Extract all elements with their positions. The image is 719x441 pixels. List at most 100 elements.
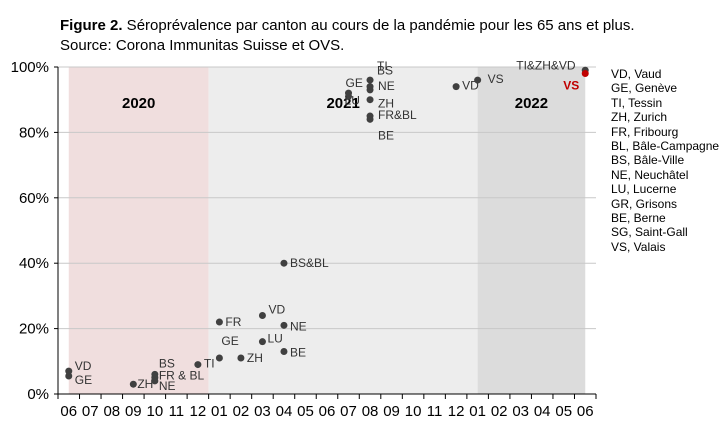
data-point xyxy=(452,83,460,91)
data-point-label: VD xyxy=(75,359,92,373)
legend-entry: TI, Tessin xyxy=(611,95,663,110)
data-point-label: VD xyxy=(268,303,285,317)
x-tick-label: 06 xyxy=(577,403,594,420)
data-point-label: GE xyxy=(221,334,238,348)
data-point-label: NE xyxy=(159,379,176,393)
x-tick-label: 08 xyxy=(362,403,379,420)
data-point-label: ZH xyxy=(247,351,263,365)
data-point-label: LU xyxy=(267,332,282,346)
x-tick-label: 06 xyxy=(60,403,77,420)
legend-entry: VS, Valais xyxy=(611,239,666,254)
data-point-label: BS xyxy=(377,64,393,78)
data-point-label: FR xyxy=(225,315,241,329)
legend-entry: ZH, Zurich xyxy=(611,110,668,125)
x-tick-label: 06 xyxy=(319,403,336,420)
data-point-label: BE xyxy=(378,128,394,142)
year-label: 2022 xyxy=(515,95,548,112)
y-tick-label: 100% xyxy=(11,59,49,76)
x-tick-label: 01 xyxy=(211,403,228,420)
x-tick-label: 11 xyxy=(427,403,443,420)
data-point-label: VS xyxy=(563,79,579,93)
data-point-label: BS&BL xyxy=(290,256,329,270)
data-point xyxy=(65,367,73,375)
year-band-2022 xyxy=(477,67,586,394)
x-tick-label: 04 xyxy=(276,403,293,420)
data-point xyxy=(258,312,266,320)
x-tick-label: 12 xyxy=(448,403,465,420)
legend-entry: VD, Vaud xyxy=(611,67,662,81)
x-tick-label: 05 xyxy=(555,403,572,420)
data-point-label: GE xyxy=(75,373,92,387)
data-point xyxy=(280,259,288,267)
data-point xyxy=(65,372,73,380)
data-point xyxy=(215,354,223,362)
y-tick-label: 40% xyxy=(19,255,49,272)
legend-entry: LU, Lucerne xyxy=(611,182,677,197)
year-label: 2021 xyxy=(326,95,359,112)
legend-entry: BL, Bâle-Campagne xyxy=(611,139,719,154)
year-band-2021 xyxy=(208,67,478,394)
data-point xyxy=(366,115,374,123)
y-tick-label: 0% xyxy=(27,386,49,403)
caption-text: Séroprévalence par canton au cours de la… xyxy=(60,17,635,54)
x-tick-label: 12 xyxy=(190,403,207,420)
x-tick-label: 01 xyxy=(469,403,486,420)
data-point-label: TI&ZH&VD xyxy=(516,58,576,72)
data-point-label: BS xyxy=(159,356,175,370)
data-point xyxy=(258,338,266,346)
year-label: 2020 xyxy=(122,95,155,112)
figure-caption: Figure 2. Séroprévalence par canton au c… xyxy=(60,16,680,56)
data-point-label: TI xyxy=(204,357,215,371)
x-tick-label: 04 xyxy=(534,403,551,420)
legend-entry: NE, Neuchâtel xyxy=(611,167,689,182)
figure-number: Figure 2. xyxy=(60,17,123,34)
data-point xyxy=(280,347,288,355)
data-point xyxy=(280,321,288,329)
data-point-label: FR&BL xyxy=(378,108,417,122)
x-tick-label: 10 xyxy=(146,403,163,420)
data-point-label: GE xyxy=(346,76,363,90)
legend-entry: FR, Fribourg xyxy=(611,124,679,139)
data-point xyxy=(194,361,202,369)
y-tick-label: 60% xyxy=(19,190,49,207)
y-tick-label: 20% xyxy=(19,321,49,338)
legend-entry: SG, Saint-Gall xyxy=(611,225,688,240)
data-point-label: ZH xyxy=(378,97,394,111)
data-point-label: BE xyxy=(290,345,306,359)
data-point xyxy=(215,318,223,326)
data-point xyxy=(366,86,374,94)
data-point-label: NE xyxy=(378,79,395,93)
data-point xyxy=(151,377,159,385)
legend-entry: BE, Berne xyxy=(611,211,666,226)
x-tick-label: 10 xyxy=(405,403,422,420)
legend-entry: GR, Grisons xyxy=(611,196,678,211)
year-band-2020 xyxy=(68,67,209,394)
data-point-label: FR & BL xyxy=(159,369,205,383)
x-tick-label: 09 xyxy=(383,403,400,420)
data-point-label: VS xyxy=(488,72,504,86)
y-tick-label: 80% xyxy=(19,124,49,141)
x-tick-label: 07 xyxy=(82,403,99,420)
data-point-label: ZH xyxy=(137,377,153,391)
data-point-label: LU xyxy=(345,93,360,107)
data-point-label: NE xyxy=(290,319,307,333)
data-point xyxy=(345,92,353,100)
data-point xyxy=(474,76,482,84)
x-tick-label: 07 xyxy=(340,403,357,420)
x-tick-label: 02 xyxy=(491,403,508,420)
x-tick-label: 11 xyxy=(169,403,185,420)
data-point xyxy=(129,380,137,388)
x-tick-label: 05 xyxy=(297,403,314,420)
data-point xyxy=(581,70,589,78)
data-point-label: TI xyxy=(377,59,388,73)
x-tick-label: 03 xyxy=(512,403,529,420)
legend-entry: BS, Bâle-Ville xyxy=(611,153,685,168)
canton-legend: VD, Vaud GE, Genève TI, Tessin ZH, Zurich FR… xyxy=(611,67,719,254)
x-tick-label: 03 xyxy=(254,403,271,420)
data-point xyxy=(366,96,374,104)
data-point xyxy=(237,354,245,362)
x-tick-label: 08 xyxy=(103,403,120,420)
x-tick-label: 02 xyxy=(233,403,250,420)
